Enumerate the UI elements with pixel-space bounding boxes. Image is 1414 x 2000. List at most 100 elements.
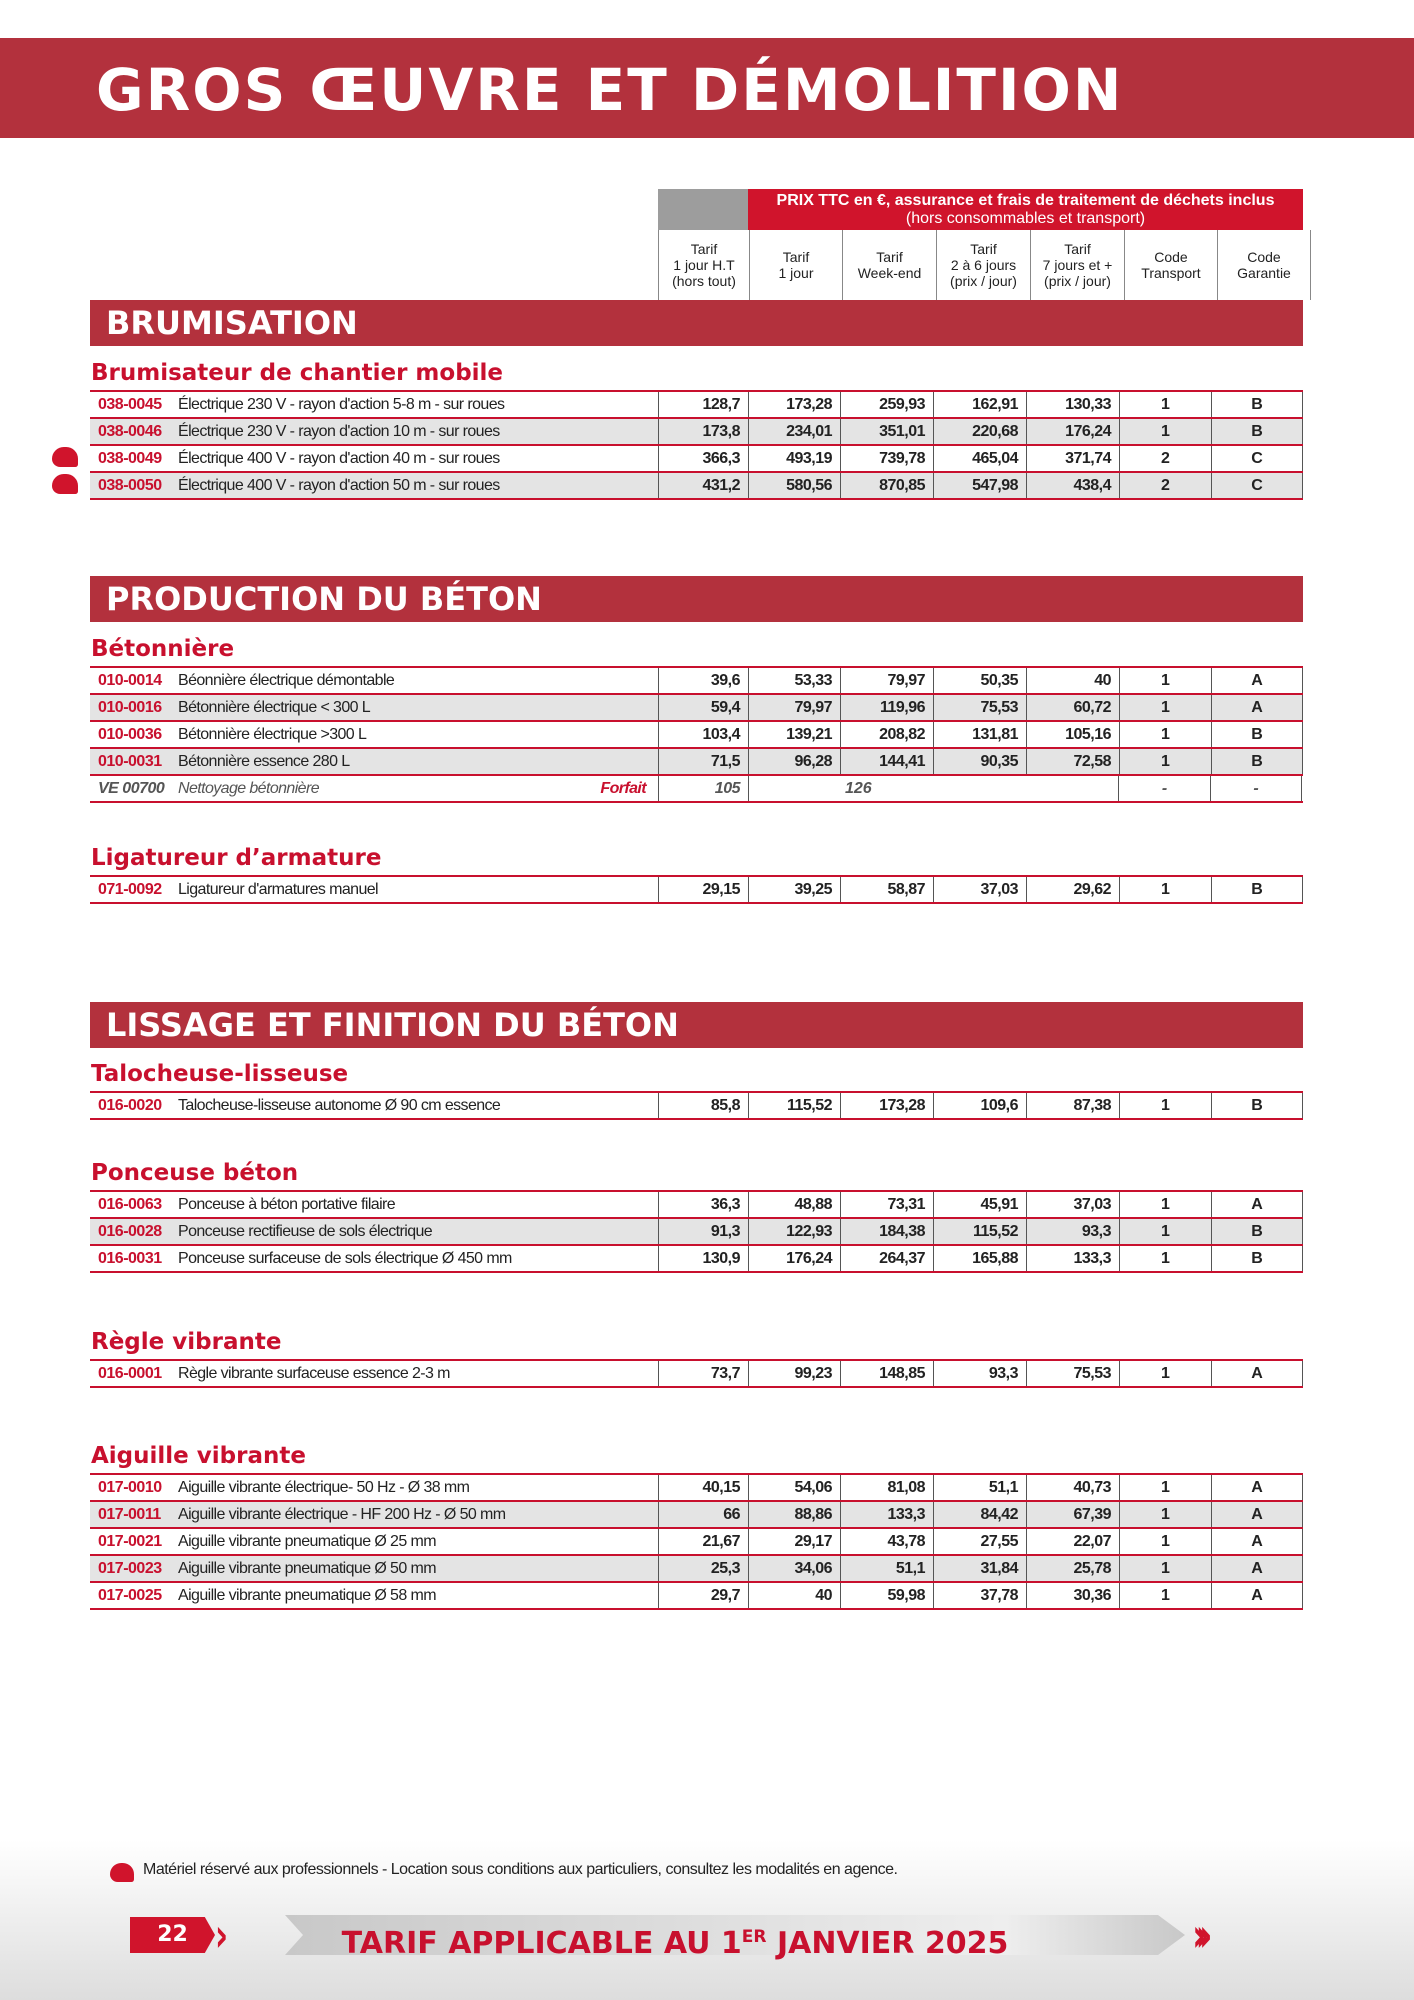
price-cell: 493,19 (748, 446, 840, 471)
item-description: Bétonnière électrique < 300 L (178, 695, 658, 720)
price-note: PRIX TTC en €, assurance et frais de tra… (748, 189, 1303, 230)
code-cell: - (1210, 776, 1302, 801)
price-cell: 37,03 (1026, 1192, 1119, 1217)
price-cell: 50,35 (933, 668, 1026, 693)
tarif-ribbon (285, 1915, 1185, 1955)
price-cell: 29,15 (658, 877, 748, 902)
description-text: Bétonnière électrique < 300 L (178, 699, 371, 716)
price-cell: 45,91 (933, 1192, 1026, 1217)
price-cell: 547,98 (933, 473, 1026, 498)
description-text: Bétonnière électrique >300 L (178, 726, 367, 743)
code-cell: 1 (1119, 1361, 1211, 1386)
product-table: 017-0010 Aiguille vibrante électrique- 50… (90, 1473, 1303, 1610)
price-cell: 173,28 (840, 1093, 933, 1118)
price-cell: 131,81 (933, 722, 1026, 747)
code-cell: 1 (1119, 1219, 1211, 1244)
code-cell: A (1211, 1361, 1303, 1386)
price-cell: 130,33 (1026, 392, 1119, 417)
price-cell: 139,21 (748, 722, 840, 747)
item-code: 016-0063 (98, 1196, 162, 1213)
price-cell: 40,15 (658, 1475, 748, 1500)
table-row: 038-0046 Électrique 230 V - rayon d'actio… (90, 419, 1303, 446)
group-title: Brumisateur de chantier mobile (91, 360, 504, 386)
price-cell: 79,97 (840, 668, 933, 693)
table-row: 010-0016 Bétonnière électrique < 300 L 59,… (90, 695, 1303, 722)
description-text: Électrique 400 V - rayon d'action 40 m -… (178, 450, 500, 467)
column-header: Tarif 2 à 6 jours (prix / jour) (936, 230, 1030, 300)
page-number: 22 (130, 1917, 215, 1953)
table-row: 016-0001 Règle vibrante surfaceuse essenc… (90, 1361, 1303, 1388)
price-cell: 103,4 (658, 722, 748, 747)
price-cell: 371,74 (1026, 446, 1119, 471)
price-cell: 184,38 (840, 1219, 933, 1244)
item-code: 010-0014 (98, 672, 162, 689)
column-header: Code Garantie (1217, 230, 1311, 300)
price-cell: 133,3 (1026, 1246, 1119, 1271)
item-code: 010-0036 (98, 726, 162, 743)
item-description: Électrique 400 V - rayon d'action 40 m -… (178, 446, 658, 471)
code-cell: A (1211, 1583, 1303, 1608)
description-text: Aiguille vibrante pneumatique Ø 50 mm (178, 1560, 437, 1577)
price-cell: 22,07 (1026, 1529, 1119, 1554)
description-text: Aiguille vibrante pneumatique Ø 58 mm (178, 1587, 437, 1604)
price-cell: 93,3 (933, 1361, 1026, 1386)
description-text: Talocheuse-lisseuse autonome Ø 90 cm ess… (178, 1097, 501, 1114)
code-cell: A (1211, 1502, 1303, 1527)
price-cell: 144,41 (840, 749, 933, 774)
item-code: 038-0050 (98, 477, 162, 494)
price-cell: 25,78 (1026, 1556, 1119, 1581)
group-title: Aiguille vibrante (91, 1443, 306, 1469)
price-cell: 93,3 (1026, 1219, 1119, 1244)
code-cell: B (1211, 722, 1303, 747)
item-description: Électrique 230 V - rayon d'action 5-8 m … (178, 392, 658, 417)
price-cell: 87,38 (1026, 1093, 1119, 1118)
price-cell: 25,3 (658, 1556, 748, 1581)
price-cell: 105 (658, 776, 748, 801)
code-cell: 1 (1119, 668, 1211, 693)
price-cell: 29,17 (748, 1529, 840, 1554)
price-cell: 465,04 (933, 446, 1026, 471)
table-row: 010-0036 Bétonnière électrique >300 L 103,… (90, 722, 1303, 749)
table-row: VE 00700 Nettoyage bétonnière Forfait 105 12… (90, 776, 1303, 803)
price-cell: 43,78 (840, 1529, 933, 1554)
item-code: 016-0031 (98, 1250, 162, 1267)
page-title: GROS ŒUVRE ET DÉMOLITION (96, 56, 1124, 124)
table-row: 071-0092 Ligatureur d'armatures manuel 29,… (90, 877, 1303, 904)
price-cell: 148,85 (840, 1361, 933, 1386)
code-cell: A (1211, 668, 1303, 693)
code-cell: 1 (1119, 392, 1211, 417)
price-cell: 128,7 (658, 392, 748, 417)
item-description: Aiguille vibrante pneumatique Ø 50 mm (178, 1556, 658, 1581)
price-cell: 90,35 (933, 749, 1026, 774)
price-cell: 431,2 (658, 473, 748, 498)
price-cell: 71,5 (658, 749, 748, 774)
table-row: 016-0031 Ponceuse surfaceuse de sols élec… (90, 1246, 1303, 1273)
price-cell: 21,67 (658, 1529, 748, 1554)
price-cell: 36,3 (658, 1192, 748, 1217)
description-text: Ponceuse à béton portative filaire (178, 1196, 396, 1213)
price-cell: 96,28 (748, 749, 840, 774)
chevrons-icon: ››› (1192, 1908, 1212, 1962)
code-cell: 1 (1119, 1475, 1211, 1500)
page-title-banner: GROS ŒUVRE ET DÉMOLITION (0, 38, 1414, 138)
product-table: 071-0092 Ligatureur d'armatures manuel 29,… (90, 875, 1303, 904)
price-cell: 173,8 (658, 419, 748, 444)
table-row: 017-0011 Aiguille vibrante électrique - H… (90, 1502, 1303, 1529)
chevron-icon: › (214, 1908, 229, 1962)
tarif-text-sup: ER (741, 1927, 767, 1947)
item-description: Ponceuse à béton portative filaire (178, 1192, 658, 1217)
price-cell: 48,88 (748, 1192, 840, 1217)
price-cell: 59,98 (840, 1583, 933, 1608)
item-code: 010-0016 (98, 699, 162, 716)
code-cell: 1 (1119, 1093, 1211, 1118)
column-header: Tarif Week-end (842, 230, 936, 300)
item-description: Bétonnière essence 280 L (178, 749, 658, 774)
tarif-text-main: TARIF APPLICABLE AU 1 (341, 1926, 742, 1961)
table-row: 038-0050 Électrique 400 V - rayon d'actio… (90, 473, 1303, 500)
table-header: PRIX TTC en €, assurance et frais de tra… (658, 189, 1311, 300)
price-cell: 176,24 (1026, 419, 1119, 444)
item-code: 017-0025 (98, 1587, 162, 1604)
code-cell: B (1211, 419, 1303, 444)
description-text: Électrique 400 V - rayon d'action 50 m -… (178, 477, 500, 494)
table-row: 010-0014 Béonnière électrique démontable 3… (90, 668, 1303, 695)
